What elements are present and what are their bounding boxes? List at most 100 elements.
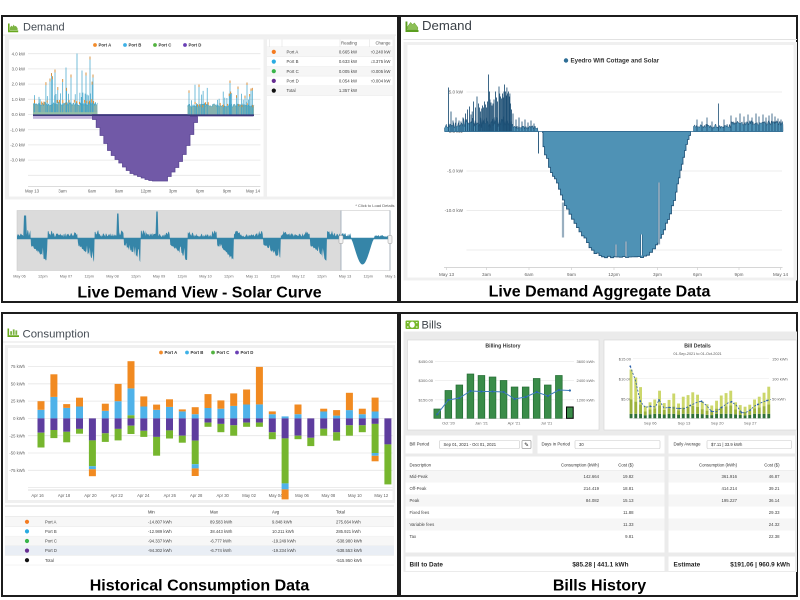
svg-text:May 14: May 14 bbox=[772, 271, 788, 276]
svg-text:$300.00: $300.00 bbox=[418, 378, 433, 383]
svg-text:May 02: May 02 bbox=[242, 493, 256, 498]
svg-text:4.0 kW: 4.0 kW bbox=[12, 51, 26, 56]
svg-text:-6.777 kWh: -6.777 kWh bbox=[210, 539, 232, 544]
svg-text:Jan ’21: Jan ’21 bbox=[475, 421, 489, 426]
svg-text:-12.989 kWh: -12.989 kWh bbox=[148, 529, 172, 534]
svg-text:$450.00: $450.00 bbox=[418, 359, 433, 364]
svg-text:Demand: Demand bbox=[23, 21, 65, 33]
svg-text:Consumption (kWh): Consumption (kWh) bbox=[699, 463, 738, 468]
svg-text:May 10: May 10 bbox=[199, 274, 211, 278]
svg-text:89.583 kWh: 89.583 kWh bbox=[210, 519, 233, 524]
svg-text:11.88: 11.88 bbox=[623, 510, 634, 515]
svg-text:0.054 kW: 0.054 kW bbox=[339, 78, 358, 83]
svg-text:-5.0 kW: -5.0 kW bbox=[447, 168, 463, 173]
svg-text:9pm: 9pm bbox=[223, 188, 232, 193]
svg-text:9am: 9am bbox=[567, 271, 576, 276]
svg-text:$15.00: $15.00 bbox=[618, 356, 631, 361]
svg-text:Port A: Port A bbox=[165, 350, 178, 355]
svg-text:12pm: 12pm bbox=[177, 274, 187, 278]
svg-text:May 13: May 13 bbox=[25, 188, 40, 193]
svg-text:May 12: May 12 bbox=[374, 493, 388, 498]
svg-text:Apr 30: Apr 30 bbox=[217, 493, 230, 498]
svg-text:-94.337 kWh: -94.337 kWh bbox=[148, 539, 172, 544]
svg-text:May 11: May 11 bbox=[246, 274, 258, 278]
svg-text:Sep 20: Sep 20 bbox=[710, 421, 723, 426]
svg-text:0 kWh: 0 kWh bbox=[13, 416, 26, 421]
svg-text:3am: 3am bbox=[482, 271, 491, 276]
svg-text:24.32: 24.32 bbox=[768, 522, 779, 527]
svg-text:-94.302 kWh: -94.302 kWh bbox=[148, 548, 172, 553]
svg-text:Cost ($): Cost ($) bbox=[618, 463, 634, 468]
svg-text:01-Sep-2021 to 01-Oct-2021: 01-Sep-2021 to 01-Oct-2021 bbox=[673, 352, 721, 356]
svg-text:Total: Total bbox=[45, 558, 54, 563]
svg-text:May 08: May 08 bbox=[322, 493, 336, 498]
svg-text:Apr 18: Apr 18 bbox=[58, 493, 71, 498]
svg-text:Port A: Port A bbox=[99, 42, 112, 47]
svg-text:0.665 kW: 0.665 kW bbox=[339, 49, 358, 54]
svg-text:-19.234 kWh: -19.234 kWh bbox=[272, 548, 296, 553]
svg-text:Eyedro Wifi Cottage and Solar: Eyedro Wifi Cottage and Solar bbox=[570, 57, 659, 64]
svg-text:$191.06 | 960.9 kWh: $191.06 | 960.9 kWh bbox=[730, 562, 790, 569]
svg-text:Demand: Demand bbox=[422, 18, 472, 33]
svg-text:Port B: Port B bbox=[191, 350, 204, 355]
svg-text:Jul ’21: Jul ’21 bbox=[540, 421, 552, 426]
svg-text:Port B: Port B bbox=[287, 59, 299, 64]
svg-text:Apr 24: Apr 24 bbox=[137, 493, 150, 498]
svg-text:Reading: Reading bbox=[341, 40, 358, 45]
svg-text:12pm: 12pm bbox=[270, 274, 280, 278]
svg-text:-50 kWh: -50 kWh bbox=[9, 451, 25, 456]
svg-text:Oct ’20: Oct ’20 bbox=[442, 421, 455, 426]
svg-text:Sep 01, 2021 - Oct 01, 2021: Sep 01, 2021 - Oct 01, 2021 bbox=[443, 442, 496, 447]
svg-text:0.633 kW: 0.633 kW bbox=[339, 59, 358, 64]
svg-text:Port B: Port B bbox=[129, 42, 142, 47]
svg-text:Port D: Port D bbox=[287, 78, 299, 83]
svg-text:3pm: 3pm bbox=[169, 188, 178, 193]
svg-text:Bill to Date: Bill to Date bbox=[409, 562, 443, 569]
svg-text:1.0 kW: 1.0 kW bbox=[12, 96, 26, 101]
svg-text:-2.0 kW: -2.0 kW bbox=[10, 142, 26, 147]
svg-text:39.21: 39.21 bbox=[768, 486, 779, 491]
svg-text:12pm: 12pm bbox=[141, 188, 152, 193]
svg-text:-10.0 kW: -10.0 kW bbox=[444, 208, 463, 213]
svg-text:Apr 16: Apr 16 bbox=[31, 493, 44, 498]
svg-text:Apr 20: Apr 20 bbox=[84, 493, 97, 498]
svg-text:75 kWh: 75 kWh bbox=[11, 364, 26, 369]
svg-text:Peak: Peak bbox=[409, 498, 420, 503]
svg-text:1.357 kW: 1.357 kW bbox=[339, 88, 358, 93]
svg-text:Off-Peak: Off-Peak bbox=[409, 486, 427, 491]
svg-text:May 12: May 12 bbox=[292, 274, 304, 278]
svg-text:275.664 kWh: 275.664 kWh bbox=[336, 519, 361, 524]
svg-text:Bill Period: Bill Period bbox=[409, 442, 429, 447]
svg-text:↑0.004 kW: ↑0.004 kW bbox=[370, 78, 391, 83]
svg-text:Sep 27: Sep 27 bbox=[743, 421, 756, 426]
svg-text:Apr 26: Apr 26 bbox=[164, 493, 177, 498]
svg-text:Bills History: Bills History bbox=[552, 578, 645, 595]
svg-text:19.82: 19.82 bbox=[622, 474, 633, 479]
svg-text:Bill Details: Bill Details bbox=[684, 344, 711, 350]
svg-text:2.0 kW: 2.0 kW bbox=[12, 81, 26, 86]
svg-text:-3.0 kW: -3.0 kW bbox=[10, 157, 26, 162]
svg-text:Sep 06: Sep 06 bbox=[643, 421, 656, 426]
svg-text:100 kWh: 100 kWh bbox=[772, 376, 788, 381]
svg-text:May 07: May 07 bbox=[60, 274, 72, 278]
svg-text:↓3.375 kW: ↓3.375 kW bbox=[370, 59, 391, 64]
svg-text:Port A: Port A bbox=[287, 49, 299, 54]
svg-text:Billing History: Billing History bbox=[485, 344, 520, 350]
svg-text:Port C: Port C bbox=[45, 539, 57, 544]
svg-text:$10.00: $10.00 bbox=[618, 376, 631, 381]
svg-text:9.81: 9.81 bbox=[625, 534, 634, 539]
svg-text:May 08: May 08 bbox=[106, 274, 118, 278]
svg-text:May 06: May 06 bbox=[13, 274, 25, 278]
svg-text:1200 kWh: 1200 kWh bbox=[576, 397, 594, 402]
svg-text:Total: Total bbox=[336, 510, 345, 515]
svg-text:$5.00: $5.00 bbox=[620, 396, 631, 401]
svg-text:Total: Total bbox=[287, 88, 296, 93]
svg-text:✎: ✎ bbox=[524, 442, 529, 448]
svg-text:Estimate: Estimate bbox=[673, 562, 700, 569]
svg-text:Mid-Peak: Mid-Peak bbox=[409, 474, 428, 479]
svg-text:Avg: Avg bbox=[272, 510, 280, 515]
svg-text:38.443 kWh: 38.443 kWh bbox=[210, 529, 233, 534]
svg-text:Consumption (kWh): Consumption (kWh) bbox=[561, 463, 600, 468]
svg-text:May 06: May 06 bbox=[295, 493, 309, 498]
svg-text:9pm: 9pm bbox=[734, 271, 743, 276]
